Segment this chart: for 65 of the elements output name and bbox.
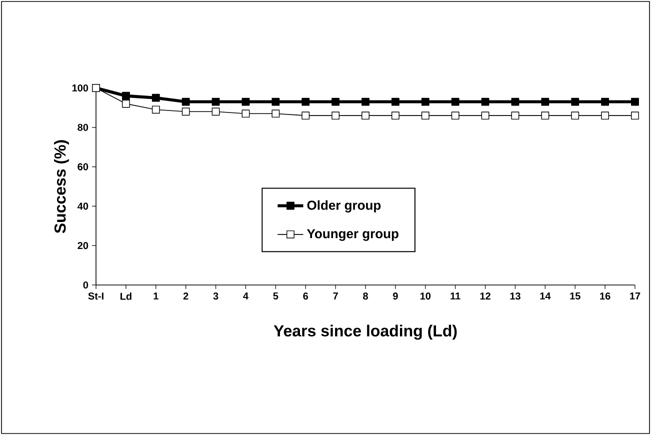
- x-tick-label: 16: [600, 292, 610, 300]
- x-tick-label: Ld: [120, 292, 132, 300]
- point: [332, 98, 340, 106]
- point: [571, 112, 580, 120]
- point: [302, 98, 310, 106]
- point: [541, 112, 550, 120]
- legend-label: Younger group: [306, 229, 398, 241]
- x-tick-label: 11: [450, 292, 460, 300]
- point: [481, 112, 490, 120]
- point: [541, 98, 550, 106]
- point: [212, 108, 220, 116]
- point: [601, 112, 610, 120]
- y-axis-title: Success (%): [54, 140, 69, 234]
- point: [511, 112, 520, 120]
- point: [421, 112, 430, 120]
- point: [631, 98, 639, 106]
- x-axis-title: Years since loading (Ld): [274, 324, 457, 340]
- x-tick-label: 17: [630, 292, 640, 300]
- point: [391, 98, 400, 106]
- x-tick-label: 14: [540, 292, 551, 300]
- point: [362, 112, 370, 120]
- point: [391, 112, 400, 120]
- point: [182, 108, 190, 116]
- y-tick-label: 80: [78, 124, 88, 131]
- point: [122, 100, 130, 108]
- y-tick-label: 100: [72, 84, 88, 92]
- point: [272, 98, 280, 106]
- point: [481, 98, 490, 106]
- point: [122, 92, 130, 100]
- x-tick-label: 13: [510, 292, 520, 300]
- y-tick-label: 60: [78, 163, 88, 170]
- y-tick-label: 40: [78, 202, 88, 210]
- x-tick-label: 12: [480, 292, 490, 300]
- y-tick-label: 20: [78, 242, 88, 250]
- x-tick-label: 8: [363, 292, 368, 300]
- x-tick-label: 2: [183, 292, 188, 300]
- point: [272, 110, 280, 118]
- point: [451, 112, 460, 120]
- point: [332, 112, 340, 120]
- x-tick-label: 3: [213, 292, 218, 300]
- point: [601, 98, 610, 106]
- point: [182, 98, 190, 106]
- x-tick-label: 1: [154, 292, 158, 300]
- x-tick-label: 9: [393, 292, 398, 300]
- point: [511, 98, 520, 106]
- point: [152, 94, 160, 102]
- x-tick-label: 6: [303, 292, 308, 300]
- legend-label: Older group: [307, 200, 381, 212]
- x-tick-label: 5: [273, 292, 278, 300]
- point: [152, 106, 160, 114]
- point: [302, 112, 310, 120]
- point: [212, 98, 220, 106]
- point: [631, 112, 639, 120]
- point: [421, 98, 430, 106]
- point: [571, 98, 580, 106]
- x-tick-label: St-I: [88, 292, 104, 300]
- point: [362, 98, 370, 106]
- y-tick-label: 0: [83, 281, 88, 289]
- point: [242, 110, 250, 118]
- x-tick-label: 7: [333, 292, 338, 300]
- x-tick-label: 10: [420, 292, 431, 300]
- x-tick-label: 4: [243, 292, 248, 300]
- point: [242, 98, 250, 106]
- point: [451, 98, 460, 106]
- x-tick-label: 15: [570, 292, 580, 300]
